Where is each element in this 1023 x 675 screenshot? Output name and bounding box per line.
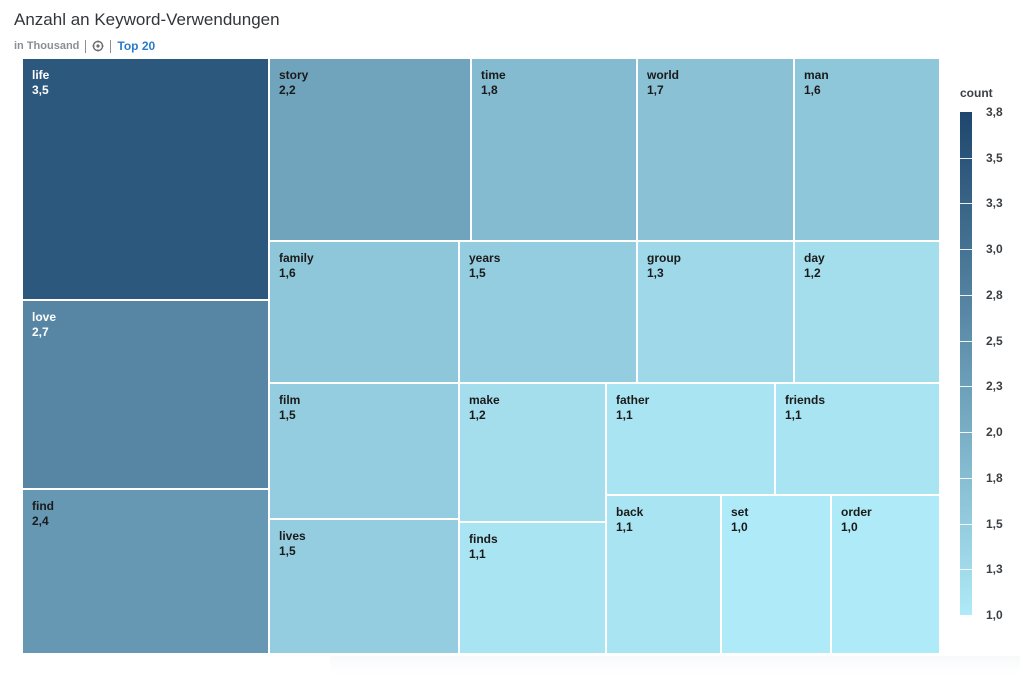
- legend-tick: [960, 477, 972, 479]
- treemap-tile-friends[interactable]: friends 1,1: [775, 383, 940, 495]
- treemap-tile-family[interactable]: family 1,6: [269, 241, 459, 383]
- legend-tick: [960, 340, 972, 342]
- legend-tick-label: 1,8: [986, 470, 1003, 485]
- tile-value: 1,5: [469, 266, 486, 280]
- treemap-tile-world[interactable]: world 1,7: [637, 58, 794, 241]
- legend-tick: [960, 203, 972, 205]
- treemap-tile-years[interactable]: years 1,5: [459, 241, 637, 383]
- legend-tick: [960, 523, 972, 525]
- legend-tick-label: 1,3: [986, 562, 1003, 577]
- chart-title: Anzahl an Keyword-Verwendungen: [14, 10, 280, 29]
- tile-value: 1,5: [279, 544, 296, 558]
- tile-label: story: [279, 68, 309, 82]
- top-n-link[interactable]: Top 20: [117, 39, 156, 53]
- legend-scale: 3,8 3,5 3,3 3,0 2,8 2,5 2,3 2,0 1,8 1,5 1,3 1,0: [960, 105, 1020, 622]
- treemap-tile-film[interactable]: film 1,5: [269, 383, 459, 519]
- tile-label: friends: [785, 393, 826, 407]
- tile-value: 1,1: [616, 520, 633, 534]
- treemap-tile-finds[interactable]: finds 1,1: [459, 522, 606, 654]
- legend-tick-label: 2,5: [986, 333, 1003, 348]
- tile-value: 1,8: [481, 83, 498, 97]
- tile-label: family: [279, 251, 314, 265]
- treemap-chart: life 3,5 love 2,7 find 2,4 story 2,2 time 1,8 worl…: [22, 58, 940, 654]
- tile-label: finds: [469, 532, 498, 546]
- tile-label: world: [647, 68, 679, 82]
- tile-value: 1,0: [841, 520, 858, 534]
- legend-title: count: [960, 86, 993, 100]
- tile-value: 1,0: [731, 520, 748, 534]
- treemap-tile-find[interactable]: find 2,4: [22, 489, 269, 654]
- tile-value: 2,7: [32, 325, 49, 339]
- legend-tick-label: 3,5: [986, 150, 1003, 165]
- tile-value: 1,5: [279, 408, 296, 422]
- legend-tick: [960, 432, 972, 434]
- divider: [85, 39, 87, 53]
- legend-tick: [960, 249, 972, 251]
- treemap-tile-make[interactable]: make 1,2: [459, 383, 606, 522]
- tile-value: 1,6: [804, 83, 821, 97]
- tile-label: set: [731, 505, 749, 519]
- tile-value: 2,2: [279, 83, 296, 97]
- legend-tick-label: 2,3: [986, 379, 1003, 394]
- tile-label: find: [32, 499, 54, 513]
- treemap-tile-lives[interactable]: lives 1,5: [269, 519, 459, 654]
- treemap-tile-love[interactable]: love 2,7: [22, 300, 269, 489]
- legend-color-bar: [960, 112, 972, 615]
- legend-tick-label: 2,0: [986, 425, 1003, 440]
- legend-tick-label: 3,0: [986, 242, 1003, 257]
- treemap-tile-man[interactable]: man 1,6: [794, 58, 940, 241]
- treemap-tile-time[interactable]: time 1,8: [471, 58, 637, 241]
- tile-label: life: [32, 68, 50, 82]
- tile-label: group: [647, 251, 681, 265]
- tile-value: 1,3: [647, 266, 664, 280]
- legend-tick: [960, 569, 972, 571]
- tile-value: 1,1: [469, 547, 486, 561]
- divider: [110, 39, 112, 53]
- tile-label: years: [469, 251, 501, 265]
- legend-tick-label: 1,5: [986, 516, 1003, 531]
- tile-value: 1,6: [279, 266, 296, 280]
- treemap-tile-story[interactable]: story 2,2: [269, 58, 471, 241]
- tile-label: make: [469, 393, 500, 407]
- tile-label: lives: [279, 529, 306, 543]
- chart-subtitle-row: in Thousand Top 20: [14, 38, 155, 54]
- legend-tick-label: 3,8: [986, 105, 1003, 119]
- tile-label: back: [616, 505, 644, 519]
- tile-label: film: [279, 393, 301, 407]
- legend-tick-label: 3,3: [986, 196, 1003, 211]
- tile-value: 2,4: [32, 514, 49, 528]
- treemap-tile-group[interactable]: group 1,3: [637, 241, 794, 383]
- tile-value: 1,1: [616, 408, 633, 422]
- legend-tick-label: 2,8: [986, 287, 1003, 302]
- treemap-tile-order[interactable]: order 1,0: [831, 495, 940, 654]
- tile-value: 1,1: [785, 408, 802, 422]
- treemap-tile-day[interactable]: day 1,2: [794, 241, 940, 383]
- tile-value: 1,7: [647, 83, 664, 97]
- tile-value: 1,2: [469, 408, 486, 422]
- tile-label: time: [481, 68, 506, 82]
- tile-value: 1,2: [804, 266, 821, 280]
- treemap-tile-father[interactable]: father 1,1: [606, 383, 775, 495]
- tile-label: father: [616, 393, 650, 407]
- tile-value: 3,5: [32, 83, 49, 97]
- treemap-tile-set[interactable]: set 1,0: [721, 495, 831, 654]
- tile-label: man: [804, 68, 829, 82]
- bottom-shadow: [330, 656, 1020, 675]
- legend-tick-label: 1,0: [986, 608, 1003, 622]
- unit-label: in Thousand: [14, 40, 80, 52]
- tile-label: day: [804, 251, 825, 265]
- legend-tick: [960, 294, 972, 296]
- tile-label: love: [32, 310, 57, 324]
- treemap-tile-back[interactable]: back 1,1: [606, 495, 721, 654]
- tile-label: order: [841, 505, 872, 519]
- legend-tick: [960, 157, 972, 159]
- filter-icon[interactable]: [92, 40, 104, 52]
- legend-tick: [960, 386, 972, 388]
- treemap-tile-life[interactable]: life 3,5: [22, 58, 269, 300]
